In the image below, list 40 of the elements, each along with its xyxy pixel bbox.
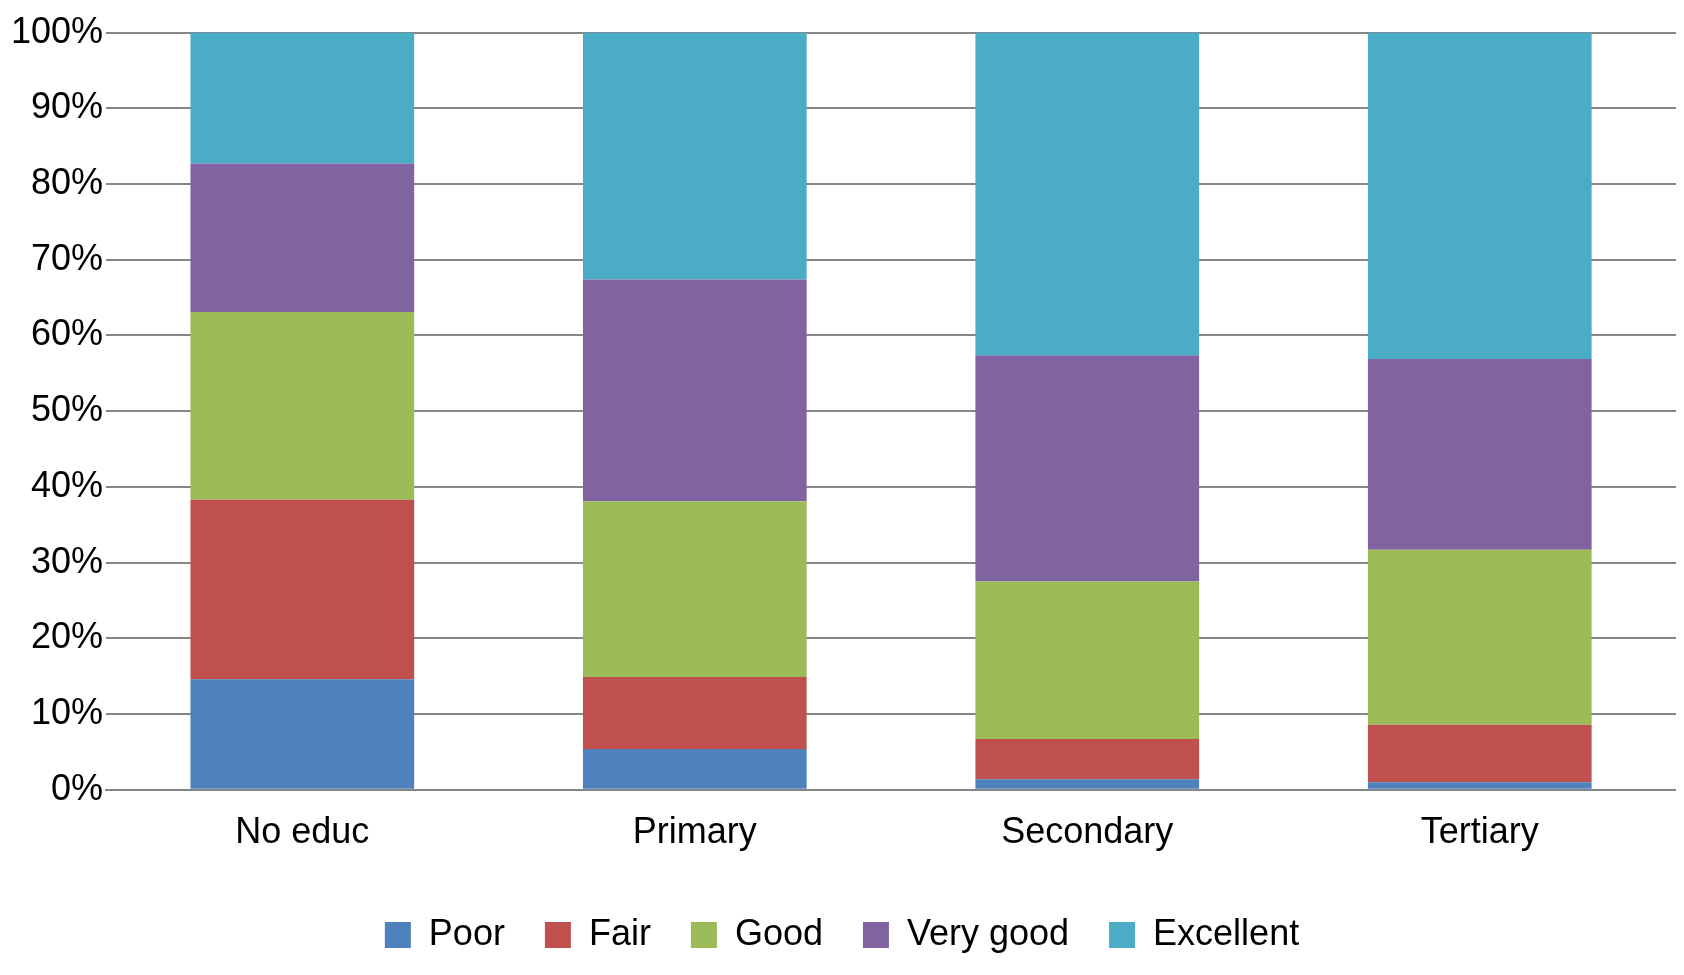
- bar: [975, 581, 1200, 740]
- y-tick-label: 0%: [51, 766, 104, 808]
- y-tick-label: 20%: [31, 615, 104, 657]
- legend-label: Excellent: [1153, 911, 1300, 953]
- bar: [582, 748, 807, 789]
- x-tick-label: Secondary: [1001, 810, 1174, 852]
- y-tick-label: 90%: [31, 85, 104, 127]
- legend-label: Good: [734, 911, 823, 953]
- y-tick-label: 100%: [11, 9, 104, 51]
- y-tick-label: 40%: [31, 463, 104, 505]
- bar: [1367, 724, 1592, 783]
- bar: [975, 739, 1200, 780]
- bar: [190, 499, 415, 680]
- bar: [1367, 32, 1592, 359]
- x-tick-label: No educ: [235, 810, 370, 852]
- y-tick-label: 70%: [31, 236, 104, 278]
- bar: [190, 679, 415, 789]
- bar: [1367, 358, 1592, 550]
- bar: [582, 501, 807, 677]
- y-tick-label: 60%: [31, 312, 104, 354]
- x-tick-label: Primary: [632, 810, 757, 852]
- bar: [190, 163, 415, 313]
- bar: [582, 32, 807, 280]
- legend-label: Poor: [428, 911, 505, 953]
- bar: [975, 779, 1200, 789]
- y-tick-label: 10%: [31, 691, 104, 732]
- bar: [1367, 549, 1592, 725]
- bar: [582, 676, 807, 749]
- bar: [1367, 782, 1592, 789]
- legend-label: Very good: [906, 911, 1070, 953]
- y-tick-label: 50%: [31, 388, 104, 430]
- bar: [190, 32, 415, 164]
- bar: [975, 355, 1200, 582]
- bar: [975, 32, 1200, 356]
- bar: [582, 279, 807, 502]
- y-tick-label: 30%: [31, 539, 104, 581]
- y-tick-label: 80%: [31, 160, 104, 202]
- legend-label: Fair: [588, 911, 651, 953]
- bar: [190, 312, 415, 500]
- x-tick-label: Tertiary: [1420, 810, 1539, 852]
